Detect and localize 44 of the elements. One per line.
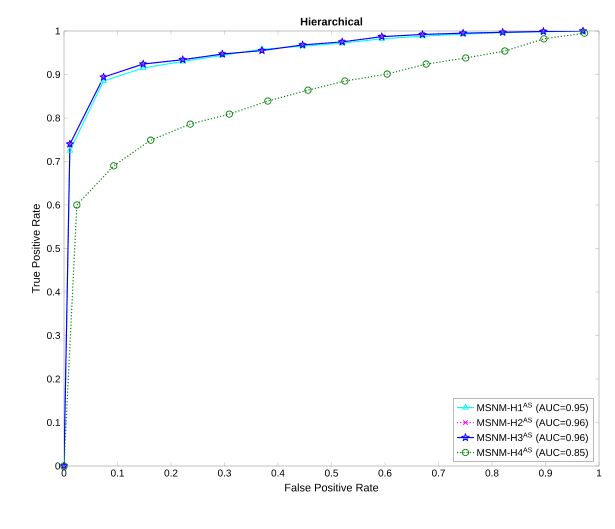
point — [226, 110, 233, 118]
point — [540, 35, 548, 42]
x-axis-title: False Positive Rate — [285, 483, 378, 492]
point — [422, 60, 430, 68]
x-tick-label: 0.1 — [110, 470, 124, 477]
point — [384, 70, 391, 78]
y-tick-label: 0.9 — [47, 70, 60, 78]
x-tick-label: 0.8 — [485, 470, 498, 477]
x-tick-label: 0.4 — [271, 470, 285, 477]
y-tick-label: 0.4 — [47, 288, 60, 296]
point — [186, 120, 194, 128]
y-tick-label: 0.6 — [47, 201, 60, 209]
x-tick-label: 0.2 — [164, 470, 178, 477]
legend-label: MSNM-H4$^{AS}$ (AUC=0.85) — [477, 448, 588, 458]
point — [501, 47, 508, 55]
point — [304, 86, 312, 94]
point — [264, 97, 272, 105]
point — [110, 162, 118, 170]
point — [341, 77, 349, 85]
x-tick-label: 0.9 — [538, 470, 552, 477]
x-tick-label: 0.6 — [378, 470, 392, 477]
y-tick-label: 0.7 — [47, 158, 60, 166]
x-tick-label: 0.7 — [432, 470, 445, 477]
y-tick-label: 0.8 — [47, 114, 60, 122]
y-tick-label: 0.1 — [47, 418, 60, 426]
y-tick-label: 1 — [56, 28, 60, 34]
point — [66, 146, 74, 153]
y-tick-label: 0.5 — [47, 244, 60, 252]
chart-title: Hierarchical — [300, 17, 362, 26]
point — [580, 30, 588, 37]
x-tick-label: 1 — [597, 470, 602, 476]
y-tick-label: 0.3 — [47, 332, 60, 340]
point — [147, 136, 154, 144]
x-tick-label: 0 — [62, 470, 66, 477]
legend-label: MSNM-H3$^{AS}$ (AUC=0.96) — [477, 432, 588, 444]
y-tick-label: 0 — [55, 462, 60, 470]
y-axis-title: True Positive Rate — [32, 204, 40, 294]
legend-label: MSNM-H2$^{AS}$ (AUC=0.96) — [477, 418, 588, 428]
point — [73, 201, 80, 209]
legend-label: MSNM-H1$^{AS}$ (AUC=0.95) — [477, 402, 588, 414]
y-tick-label: 0.2 — [47, 375, 60, 383]
x-tick-label: 0.5 — [324, 470, 338, 477]
x-tick-label: 0.3 — [218, 470, 231, 477]
point — [462, 54, 470, 62]
